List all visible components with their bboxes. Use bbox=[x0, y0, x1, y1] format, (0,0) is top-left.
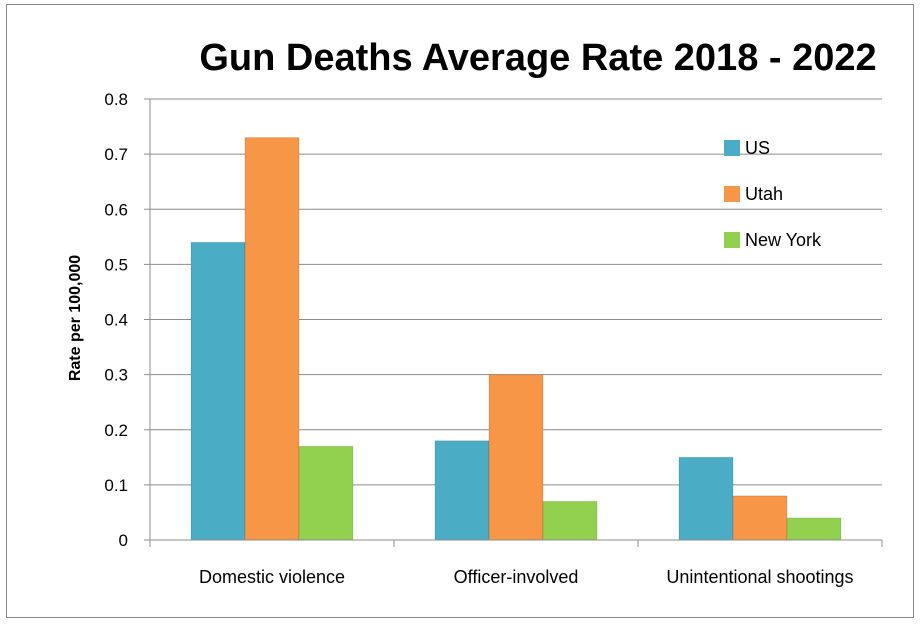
bar bbox=[786, 517, 842, 541]
bar bbox=[488, 374, 544, 541]
legend-label: US bbox=[745, 138, 770, 158]
legend-label: New York bbox=[745, 230, 822, 250]
y-tick-label: 0.3 bbox=[104, 366, 128, 385]
legend-swatch bbox=[724, 232, 740, 248]
bar bbox=[732, 495, 788, 541]
legend-label: Utah bbox=[745, 184, 783, 204]
legend: US Utah New York bbox=[724, 138, 822, 250]
bar bbox=[244, 137, 300, 541]
bar bbox=[678, 456, 734, 541]
y-tick-label: 0.1 bbox=[104, 476, 128, 495]
y-tick-labels: 0 0.1 0.2 0.3 0.4 0.5 0.6 0.7 0.8 bbox=[104, 90, 128, 550]
y-tick-label: 0.5 bbox=[104, 255, 128, 274]
x-category-label: Officer-involved bbox=[454, 567, 579, 587]
y-tick-label: 0.7 bbox=[104, 145, 128, 164]
axes bbox=[144, 98, 883, 547]
x-category-label: Unintentional shootings bbox=[666, 567, 853, 587]
chart-title: Gun Deaths Average Rate 2018 - 2022 bbox=[199, 37, 876, 79]
x-category-labels: Domestic violence Officer-involved Uninten… bbox=[199, 567, 854, 587]
bars bbox=[190, 137, 842, 541]
y-tick-label: 0.6 bbox=[104, 200, 128, 219]
bar bbox=[190, 241, 246, 541]
legend-swatch bbox=[724, 186, 740, 202]
legend-swatch bbox=[724, 140, 740, 156]
x-category-label: Domestic violence bbox=[199, 567, 345, 587]
bar bbox=[542, 500, 598, 541]
y-tick-label: 0.2 bbox=[104, 421, 128, 440]
y-axis-label: Rate per 100,000 bbox=[67, 255, 84, 381]
bar bbox=[298, 445, 354, 541]
y-tick-label: 0.4 bbox=[104, 311, 128, 330]
y-tick-label: 0.8 bbox=[104, 90, 128, 109]
bar bbox=[434, 440, 490, 541]
y-tick-label: 0 bbox=[119, 531, 128, 550]
